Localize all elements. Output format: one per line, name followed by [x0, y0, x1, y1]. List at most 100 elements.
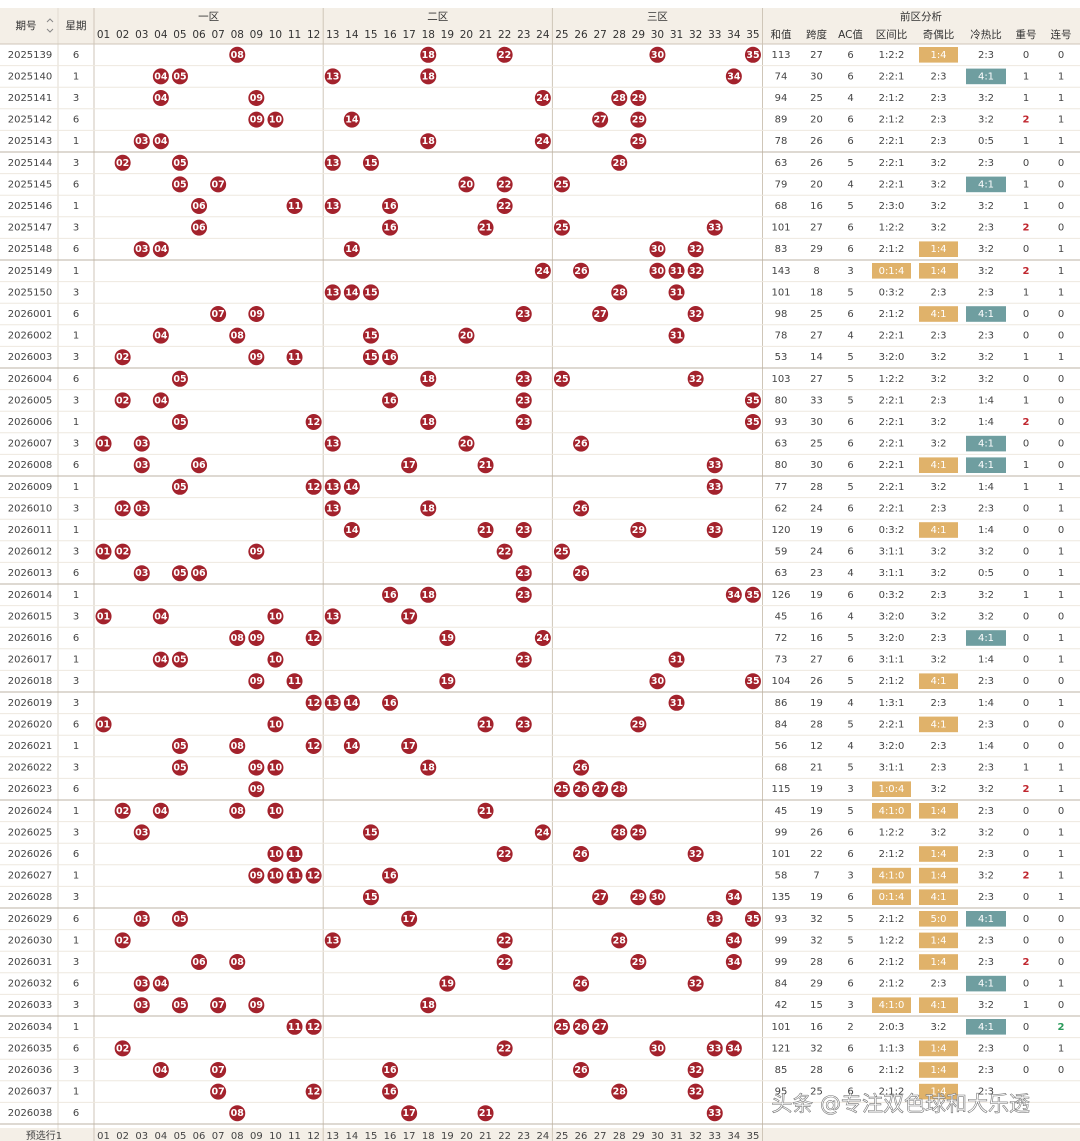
analysis-value: 26: [810, 827, 823, 838]
drawn-ball-number: 03: [135, 244, 148, 255]
drawn-ball: [133, 997, 150, 1014]
analysis-value: 2:3: [978, 223, 994, 234]
drawn-ball-number: 03: [135, 439, 148, 450]
drawn-ball-number: 18: [422, 590, 436, 601]
drawn-ball-number: 14: [345, 525, 359, 536]
analysis-value: 3:1:1: [879, 655, 905, 666]
analysis-value: 1:4: [930, 266, 946, 277]
drawn-ball-number: 17: [403, 1108, 416, 1119]
highlight-badge: [919, 241, 958, 257]
drawn-ball: [382, 1083, 399, 1100]
drawn-ball: [248, 543, 265, 560]
drawn-ball: [534, 824, 551, 841]
analysis-value: 3:2: [930, 547, 946, 558]
drawn-ball-number: 07: [212, 179, 225, 190]
drawn-ball-number: 24: [536, 633, 550, 644]
weekday: 3: [73, 827, 79, 838]
drawn-ball-number: 31: [670, 266, 683, 277]
drawn-ball-number: 31: [670, 287, 683, 298]
drawn-ball-number: 04: [154, 655, 168, 666]
analysis-value: 5: [847, 374, 853, 385]
analysis-value: 78: [775, 136, 788, 147]
weekday: 3: [73, 439, 79, 450]
drawn-ball-number: 14: [345, 287, 359, 298]
drawn-ball-number: 14: [345, 698, 359, 709]
footer-number: 24: [536, 1131, 549, 1141]
drawn-ball: [477, 457, 494, 474]
issue: 2026025: [8, 827, 53, 838]
analysis-value: 2: [1058, 1022, 1065, 1033]
drawn-ball-number: 02: [116, 352, 129, 363]
analysis-value: 0: [1058, 676, 1064, 687]
drawn-ball: [687, 1083, 704, 1100]
analysis-value: 0: [1058, 611, 1064, 622]
analysis-value: 3: [847, 1000, 853, 1011]
zone-number-header: 26: [574, 29, 588, 41]
analysis-value: 121: [771, 1043, 790, 1054]
drawn-ball-number: 25: [555, 784, 568, 795]
issue-header[interactable]: 期号: [16, 20, 37, 32]
issue: 2026036: [8, 1065, 53, 1076]
analysis-value: 62: [775, 503, 788, 514]
analysis-value: 5: [847, 763, 853, 774]
drawn-ball: [210, 1062, 227, 1078]
issue: 2026038: [8, 1108, 53, 1119]
drawn-ball-number: 12: [307, 1022, 320, 1033]
analysis-value: 3:1:1: [879, 763, 905, 774]
drawn-ball: [687, 846, 704, 862]
weekday: 6: [73, 50, 79, 61]
drawn-ball-number: 03: [135, 503, 148, 514]
drawn-ball-number: 01: [97, 439, 110, 450]
analysis-value: 2:3: [978, 719, 994, 730]
weekday: 1: [73, 1087, 79, 1098]
weekday: 6: [73, 914, 79, 925]
drawn-ball: [95, 435, 112, 452]
analysis-value: 19: [810, 784, 823, 795]
drawn-ball-number: 05: [173, 763, 186, 774]
zone-number-header: 29: [632, 29, 645, 41]
drawn-ball-number: 25: [555, 374, 568, 385]
analysis-value: 18: [810, 287, 823, 298]
analysis-column-header: 跨度: [806, 28, 827, 41]
drawn-ball: [191, 457, 208, 474]
analysis-value: 30: [810, 71, 823, 82]
zone-number-header: 12: [307, 29, 320, 41]
drawn-ball-number: 16: [383, 223, 397, 234]
drawn-ball-number: 28: [613, 1087, 627, 1098]
analysis-value: 3:2:0: [879, 611, 905, 622]
drawn-ball: [553, 176, 570, 193]
analysis-value: 1: [1058, 568, 1064, 579]
drawn-ball: [133, 457, 150, 474]
highlight-badge: [872, 997, 911, 1013]
drawn-ball-number: 26: [574, 1065, 588, 1076]
weekday: 3: [73, 1065, 79, 1076]
drawn-ball: [744, 392, 761, 409]
highlight-badge: [919, 911, 958, 927]
analysis-value: 29: [810, 244, 823, 255]
analysis-value: 28: [810, 719, 823, 730]
analysis-value: 5: [847, 633, 853, 644]
drawn-ball-number: 08: [231, 957, 245, 968]
drawn-ball: [248, 90, 265, 106]
analysis-value: 99: [775, 935, 788, 946]
issue: 2026033: [8, 1000, 53, 1011]
footer-number: 01: [97, 1131, 110, 1141]
analysis-value: 1: [1023, 763, 1029, 774]
drawn-ball-number: 08: [231, 1108, 245, 1119]
analysis-value: 2:3: [978, 1065, 994, 1076]
drawn-ball: [496, 198, 513, 214]
analysis-column-header: 重号: [1016, 28, 1037, 41]
analysis-value: 19: [810, 590, 823, 601]
analysis-value: 4: [847, 331, 853, 342]
drawn-ball: [496, 543, 513, 560]
analysis-value: 1: [1058, 1043, 1064, 1054]
drawn-ball-number: 06: [192, 201, 206, 212]
sort-icon[interactable]: [46, 18, 54, 33]
drawn-ball-number: 03: [135, 568, 148, 579]
drawn-ball: [592, 781, 609, 798]
drawn-ball-number: 13: [326, 611, 339, 622]
footer-number: 04: [154, 1131, 167, 1141]
footer-number: 34: [727, 1131, 740, 1141]
drawn-ball: [114, 1040, 131, 1057]
analysis-value: 2:3: [978, 849, 994, 860]
